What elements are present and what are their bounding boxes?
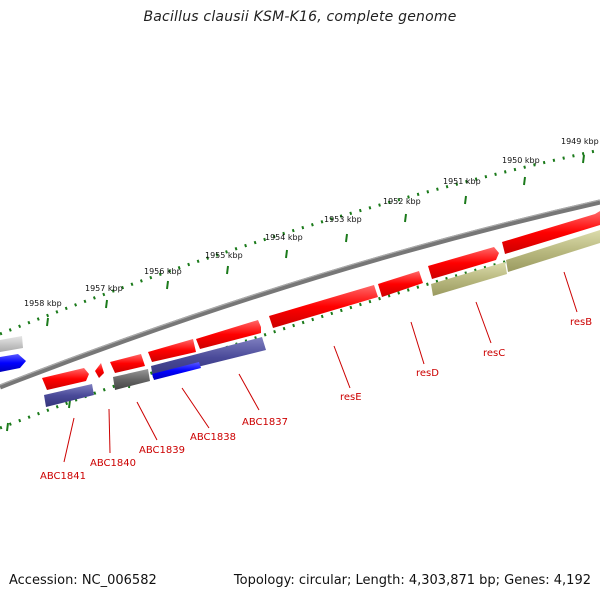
ruler-label: 1950 kbp	[502, 156, 540, 165]
label-leader-lines	[63, 271, 578, 463]
cds-blue-1	[152, 362, 201, 380]
genome-summary-text: Topology: circular; Length: 4,303,871 bp…	[233, 573, 591, 588]
accession-text: Accession: NC_006582	[9, 573, 157, 588]
ruler-label: 1956 kbp	[144, 267, 182, 276]
ruler-label: 1951 kbp	[443, 177, 481, 186]
gene-label-resd: resD	[416, 368, 439, 379]
cds-left-edge-gray	[0, 336, 23, 352]
cds-olive-2	[506, 230, 600, 272]
genome-backbone	[0, 199, 600, 390]
gene-label-abc1839: ABC1839	[139, 445, 185, 456]
cds-resd	[378, 271, 423, 297]
outer-ruler-arc	[0, 148, 600, 336]
gene-label-resc: resC	[483, 348, 505, 359]
ruler-major-ticks	[46, 154, 585, 327]
gene-labels: ABC1841 ABC1840 ABC1839 ABC1838 ABC1837 …	[40, 317, 592, 482]
cds-resc	[428, 247, 499, 279]
cds-abc1837	[196, 320, 261, 349]
cds-abc1838	[148, 339, 196, 362]
gene-label-abc1840: ABC1840	[90, 458, 136, 469]
ruler-label: 1949 kbp	[561, 137, 599, 146]
ruler-label: 1957 kbp	[85, 284, 123, 293]
cds-navy-1	[44, 384, 94, 407]
gene-label-abc1837: ABC1837	[242, 417, 288, 428]
cds-abc1841	[42, 368, 89, 390]
cds-resb	[502, 211, 600, 254]
gene-label-resb: resB	[570, 317, 592, 328]
gene-label-rese: resE	[340, 392, 362, 403]
cds-gray-1	[113, 369, 150, 390]
ruler-label: 1958 kbp	[24, 299, 62, 308]
gene-label-abc1838: ABC1838	[190, 432, 236, 443]
cds-abc1840	[95, 363, 104, 378]
ruler-label: 1955 kbp	[205, 251, 243, 260]
cds-left-edge-blue	[0, 354, 26, 372]
cds-abc1839	[110, 354, 145, 373]
ruler-labels: 1958 kbp 1957 kbp 1956 kbp 1955 kbp 1954…	[24, 137, 599, 308]
backbone-highlight	[0, 199, 600, 386]
gene-label-abc1841: ABC1841	[40, 471, 86, 482]
ruler-label: 1953 kbp	[324, 215, 362, 224]
cds-rese	[269, 285, 378, 328]
ruler-label: 1952 kbp	[383, 197, 421, 206]
ruler-label: 1954 kbp	[265, 233, 303, 242]
map-title: Bacillus clausii KSM-K16, complete genom…	[143, 9, 457, 25]
cds-olive-1	[431, 262, 507, 296]
